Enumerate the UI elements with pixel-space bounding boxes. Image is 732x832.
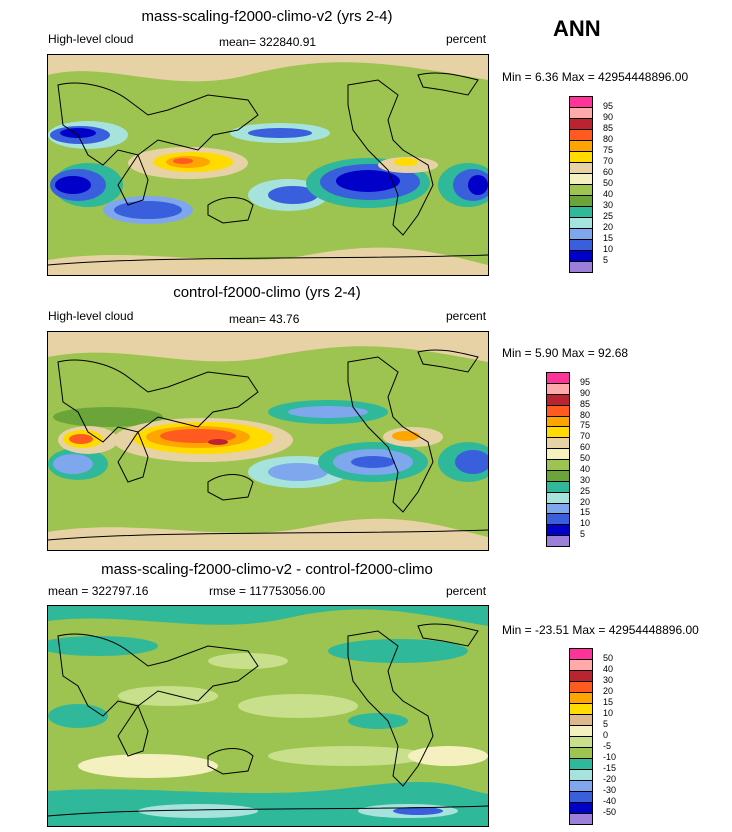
colorbar-tick-label: -10 — [603, 752, 617, 762]
colorbar-tick-label: -15 — [603, 763, 617, 773]
colorbar-tick-label: 40 — [603, 189, 614, 199]
colorbar-tick-label: 50 — [580, 453, 591, 463]
colorbar-tick-label: 50 — [603, 653, 614, 663]
panel-mean-ref: mean= 43.76 — [229, 312, 300, 326]
colorbar-tick-label: 20 — [603, 686, 614, 696]
colorbar-tick-label: 80 — [603, 134, 614, 144]
colorbar-tick-label: 25 — [580, 485, 591, 496]
colorbar-tick-label: 10 — [580, 518, 591, 529]
colorbar-tick-label: 15 — [603, 697, 614, 707]
colorbar-swatch — [569, 813, 593, 825]
colorbar-tick-label: 40 — [603, 664, 614, 674]
colorbar-tick-label: 5 — [603, 255, 609, 265]
colorbar-tick-label: 90 — [603, 112, 614, 122]
map-diff — [47, 605, 489, 827]
colorbar-tick-label: 70 — [580, 431, 591, 442]
contour-field-diff — [48, 606, 488, 826]
panel-left-label-test: High-level cloud — [48, 32, 134, 46]
map-ref — [47, 331, 489, 551]
colorbar-tick-label: 40 — [580, 463, 591, 474]
colorbar-tick-label: 0 — [603, 730, 609, 740]
panel-units-ref: percent — [446, 309, 487, 323]
panel-mean-test: mean= 322840.91 — [219, 35, 317, 49]
colorbar-tick-label: 70 — [603, 156, 614, 166]
colorbar-tick-label: 75 — [603, 145, 614, 155]
colorbar-tick-label: 95 — [603, 101, 614, 111]
colorbar-tick-label: 5 — [603, 719, 609, 729]
colorbar-tick-label: -5 — [603, 741, 612, 751]
panel-units-diff: percent — [446, 584, 487, 598]
panel-title-ref: control-f2000-climo (yrs 2-4) — [173, 284, 361, 301]
colorbar-tick-label: 30 — [603, 675, 614, 685]
minmax-test: Min = 6.36 Max = 42954448896.00 — [502, 70, 689, 84]
colorbar-tick-label: 75 — [580, 420, 591, 431]
colorbar-swatch — [546, 535, 570, 547]
colorbar-tick-label: 10 — [603, 708, 614, 718]
colorbar-tick-label: 95 — [580, 376, 591, 387]
panel-units-test: percent — [446, 32, 487, 46]
colorbar-tick-label: 20 — [603, 222, 614, 232]
panel-left-label-ref: High-level cloud — [48, 309, 134, 323]
contour-field-ref — [48, 332, 488, 550]
colorbar-diff: 50 40 30 20 15 10 5 0 -5 -10 -15 -20 -30 -40 -50 — [569, 648, 616, 825]
minmax-ref: Min = 5.90 Max = 92.68 — [502, 346, 629, 360]
colorbar-tick-label: 20 — [580, 496, 591, 507]
colorbar-tick-label: 30 — [603, 200, 614, 210]
colorbar-swatch — [569, 261, 593, 273]
colorbar-tick-label: 60 — [603, 167, 614, 177]
colorbar-ref: 95 90 85 80 75 70 60 50 40 30 25 20 15 10 5 — [546, 372, 590, 547]
colorbar-tick-label: 15 — [580, 507, 591, 518]
colorbar-tick-label: 85 — [580, 398, 591, 409]
colorbar-tick-label: 5 — [580, 529, 586, 540]
colorbar-tick-label: 50 — [603, 178, 614, 188]
colorbar-tick-label: 80 — [580, 409, 591, 420]
colorbar-tick-label: -30 — [603, 785, 617, 795]
contour-field-test — [48, 55, 488, 275]
season-label: ANN — [553, 16, 601, 41]
colorbar-tick-label: -20 — [603, 774, 617, 784]
colorbar-tick-label: 15 — [603, 233, 614, 243]
colorbar-tick-label: 10 — [603, 244, 614, 254]
panel-rmse-diff: rmse = 117753056.00 — [209, 584, 326, 598]
colorbar-tick-label: 85 — [603, 123, 614, 133]
colorbar-tick-label: 60 — [580, 442, 591, 453]
colorbar-test: 95 90 85 80 75 70 60 50 40 30 25 20 15 10 5 — [569, 96, 613, 273]
map-test — [47, 54, 489, 276]
colorbar-tick-label: 30 — [580, 474, 591, 485]
minmax-diff: Min = -23.51 Max = 42954448896.00 — [502, 623, 699, 637]
panel-title-diff: mass-scaling-f2000-climo-v2 - control-f2… — [101, 561, 433, 578]
colorbar-tick-label: 25 — [603, 211, 614, 221]
colorbar-tick-label: -40 — [603, 796, 617, 806]
panel-mean-diff: mean = 322797.16 — [48, 584, 149, 598]
colorbar-tick-label: 90 — [580, 387, 591, 398]
panel-title-test: mass-scaling-f2000-climo-v2 (yrs 2-4) — [141, 8, 393, 25]
colorbar-tick-label: -50 — [603, 807, 617, 817]
